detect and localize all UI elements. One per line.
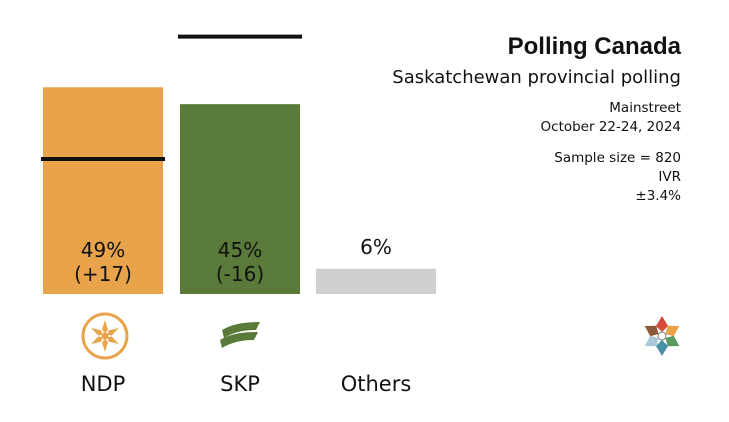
bar-ndp — [43, 87, 163, 294]
polling-canada-logo-icon — [640, 314, 684, 358]
bar-others — [316, 268, 436, 294]
bars-group — [43, 87, 436, 294]
poll-method-info: Sample size = 820 IVR ±3.4% — [554, 149, 681, 206]
bar-skp — [180, 104, 300, 294]
chart-title: Polling Canada — [507, 33, 681, 60]
poll-dates: October 22-24, 2024 — [540, 119, 681, 135]
pollster-name: Mainstreet — [609, 100, 681, 116]
value-label-ndp: 49% (+17) — [74, 238, 132, 286]
category-label-others: Others — [340, 372, 412, 396]
skp-logo-icon — [216, 318, 264, 352]
category-label-skp: SKP — [220, 372, 260, 396]
previous-result-markers — [41, 34, 302, 161]
ndp-logo-icon — [80, 311, 130, 361]
value-label-others: 6% — [360, 234, 392, 259]
value-label-skp: 45% (-16) — [215, 238, 265, 286]
margin-of-error: ±3.4% — [635, 188, 681, 204]
chart-subtitle: Saskatchewan provincial polling — [392, 67, 681, 88]
category-label-ndp: NDP — [80, 372, 126, 396]
sample-size: Sample size = 820 — [554, 150, 681, 166]
poll-method: IVR — [658, 169, 681, 185]
poll-info: Mainstreet October 22-24, 2024 — [541, 99, 681, 137]
